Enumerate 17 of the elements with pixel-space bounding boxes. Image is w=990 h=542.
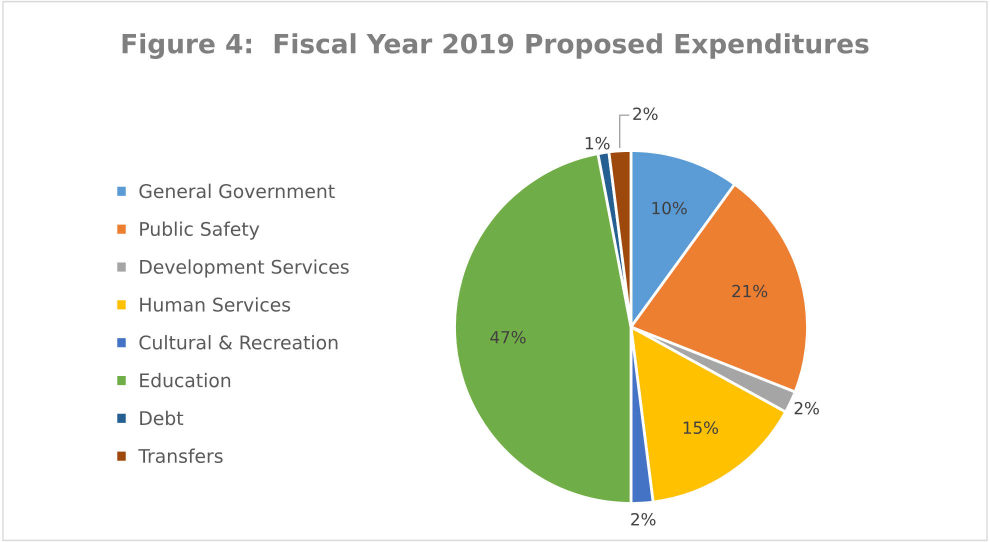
data-label: 2% <box>633 107 658 120</box>
legend-label: Cultural & Recreation <box>139 335 338 350</box>
data-label: 2% <box>631 512 656 526</box>
legend-label: Development Services <box>140 259 349 278</box>
data-label: 1% <box>586 136 610 150</box>
legend-label: General Government <box>139 184 335 198</box>
data-label: 47% <box>490 330 526 344</box>
chart-title: Figure 4: Fiscal Year 2019 Proposed Expenditures <box>122 33 869 59</box>
data-label: 15% <box>684 421 718 434</box>
legend-label: Transfers <box>138 448 223 464</box>
legend-label: Public Safety <box>140 222 260 240</box>
data-label: 21% <box>732 284 768 298</box>
legend-label: Education <box>140 372 230 388</box>
data-label: 10% <box>652 202 687 214</box>
legend-label: Human Services <box>140 297 290 312</box>
legend-label: Debt <box>140 410 184 426</box>
data-label: 2% <box>794 402 819 414</box>
